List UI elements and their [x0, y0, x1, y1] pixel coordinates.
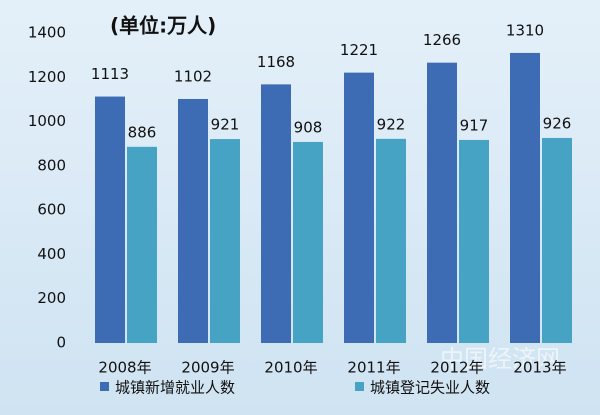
value-label: 1168	[257, 53, 295, 71]
y-tick-label: 400	[37, 245, 66, 263]
value-label: 1310	[506, 21, 544, 39]
value-label: 1102	[174, 67, 212, 85]
bar	[261, 84, 291, 343]
y-tick-label: 1200	[28, 68, 66, 86]
y-tick-label: 600	[37, 201, 66, 219]
watermark: 中国经济网	[440, 345, 560, 373]
legend-swatch	[100, 382, 109, 391]
bar	[510, 52, 540, 344]
legend-swatch	[355, 382, 364, 391]
y-tick-label: 1000	[28, 112, 66, 130]
value-label: 917	[460, 116, 489, 134]
x-tick-label: 2011年	[347, 359, 400, 377]
bar	[427, 62, 457, 344]
value-label: 908	[294, 118, 323, 136]
bar	[459, 139, 489, 343]
bar	[178, 98, 208, 343]
y-tick-label: 1400	[28, 24, 66, 42]
bar	[376, 138, 406, 343]
bar	[344, 72, 374, 343]
bar	[293, 141, 323, 343]
value-label: 926	[543, 114, 572, 132]
x-tick-label: 2012年	[430, 359, 483, 377]
x-tick-label: 2010年	[264, 359, 317, 377]
value-label: 1266	[423, 31, 461, 49]
bar	[95, 96, 125, 343]
x-tick-label: 2013年	[513, 359, 566, 377]
x-tick-label: 2009年	[181, 359, 234, 377]
value-label: 922	[377, 115, 406, 133]
value-label: 921	[211, 116, 240, 134]
y-tick-label: 0	[56, 334, 66, 352]
value-label: 1113	[91, 65, 129, 83]
legend-label: 城镇新增就业人数	[115, 379, 235, 397]
y-tick-label: 200	[37, 289, 66, 307]
chart-title: (单位:万人)	[110, 14, 216, 38]
value-label: 1221	[340, 41, 378, 59]
bar	[127, 146, 157, 343]
x-tick-label: 2008年	[98, 359, 151, 377]
legend-label: 城镇登记失业人数	[370, 379, 490, 397]
bar	[542, 137, 572, 343]
bar	[210, 139, 240, 343]
y-tick-label: 800	[37, 156, 66, 174]
value-label: 886	[128, 123, 157, 141]
